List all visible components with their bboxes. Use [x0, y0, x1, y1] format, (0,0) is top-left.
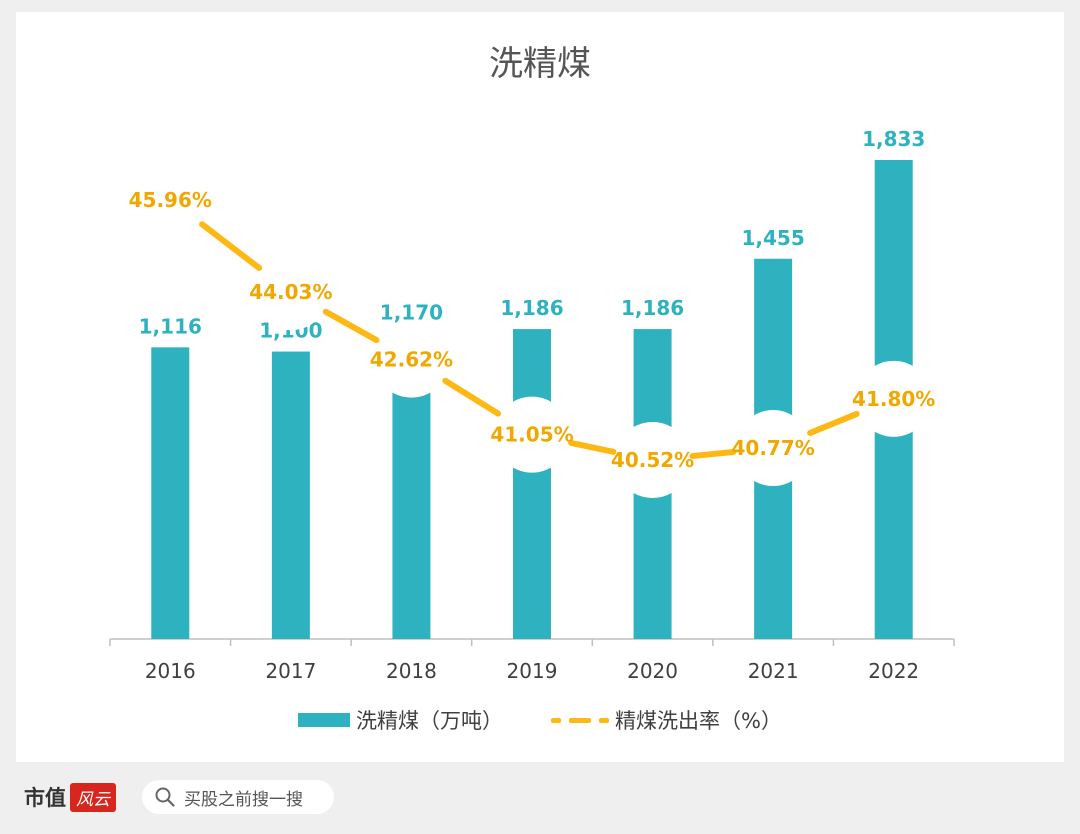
legend-line-swatch	[551, 713, 610, 727]
x-tick-label-2018: 2018	[386, 659, 437, 683]
bar-label-2020: 1,186	[621, 296, 684, 320]
bar-label-2022: 1,833	[862, 127, 925, 151]
line-label-2017: 44.03%	[249, 280, 332, 304]
line-label-halo	[373, 321, 450, 398]
legend-label-line: 精煤洗出率（%）	[615, 709, 782, 733]
x-tick-label-2016: 2016	[145, 659, 196, 683]
legend-label-bar: 洗精煤（万吨）	[356, 709, 504, 733]
x-tick-label-2017: 2017	[265, 659, 316, 683]
x-tick-label-2021: 2021	[748, 659, 799, 683]
line-segment	[442, 377, 502, 417]
bar-2017	[271, 351, 310, 639]
line-label-2022: 41.80%	[852, 387, 935, 411]
brand-logo: 市值 风云	[24, 782, 116, 812]
bar-2016	[151, 347, 190, 639]
bar-2019	[513, 329, 551, 639]
line-segment	[322, 308, 380, 344]
chart-title: 洗精煤	[489, 44, 591, 84]
bar-label-2016: 1,116	[139, 314, 202, 338]
bar-label-2019: 1,186	[500, 296, 563, 320]
line-label-halo	[132, 162, 209, 238]
line-label-halo	[855, 360, 932, 437]
x-tick-label-2019: 2019	[507, 659, 558, 683]
line-label-2018: 42.62%	[370, 348, 453, 372]
line-label-2021: 40.77%	[731, 436, 814, 460]
footer-bar: 市值 风云 买股之前搜一搜	[0, 770, 1080, 834]
line-label-2019: 41.05%	[490, 423, 573, 447]
line-segment	[199, 221, 263, 271]
line-segment	[568, 439, 617, 455]
legend-bar-swatch	[298, 713, 351, 727]
line-label-2016: 45.96%	[129, 188, 212, 212]
legend: 洗精煤（万吨） 精煤洗出率（%）	[0, 705, 1080, 735]
x-tick-label-2020: 2020	[627, 659, 678, 683]
bar-label-2018: 1,170	[380, 300, 443, 324]
line-label-halo	[494, 396, 570, 473]
line-label-halo	[252, 254, 329, 331]
search-placeholder: 买股之前搜一搜	[184, 789, 303, 810]
bar-label-2021: 1,455	[742, 226, 805, 250]
line-label-halo	[735, 410, 812, 487]
legend-item-bar: 洗精煤（万吨）	[298, 705, 503, 735]
legend-item-line: 精煤洗出率（%）	[551, 705, 782, 735]
search-input[interactable]: 买股之前搜一搜	[142, 780, 334, 814]
line-label-halo	[614, 422, 691, 498]
line-label-2020: 40.52%	[611, 448, 694, 472]
search-icon	[155, 787, 175, 807]
line-segment	[807, 410, 860, 436]
line-segment	[689, 448, 737, 460]
brand-text: 市值	[24, 785, 66, 810]
x-tick-label-2022: 2022	[868, 659, 919, 683]
brand-seal: 风云	[70, 782, 116, 812]
